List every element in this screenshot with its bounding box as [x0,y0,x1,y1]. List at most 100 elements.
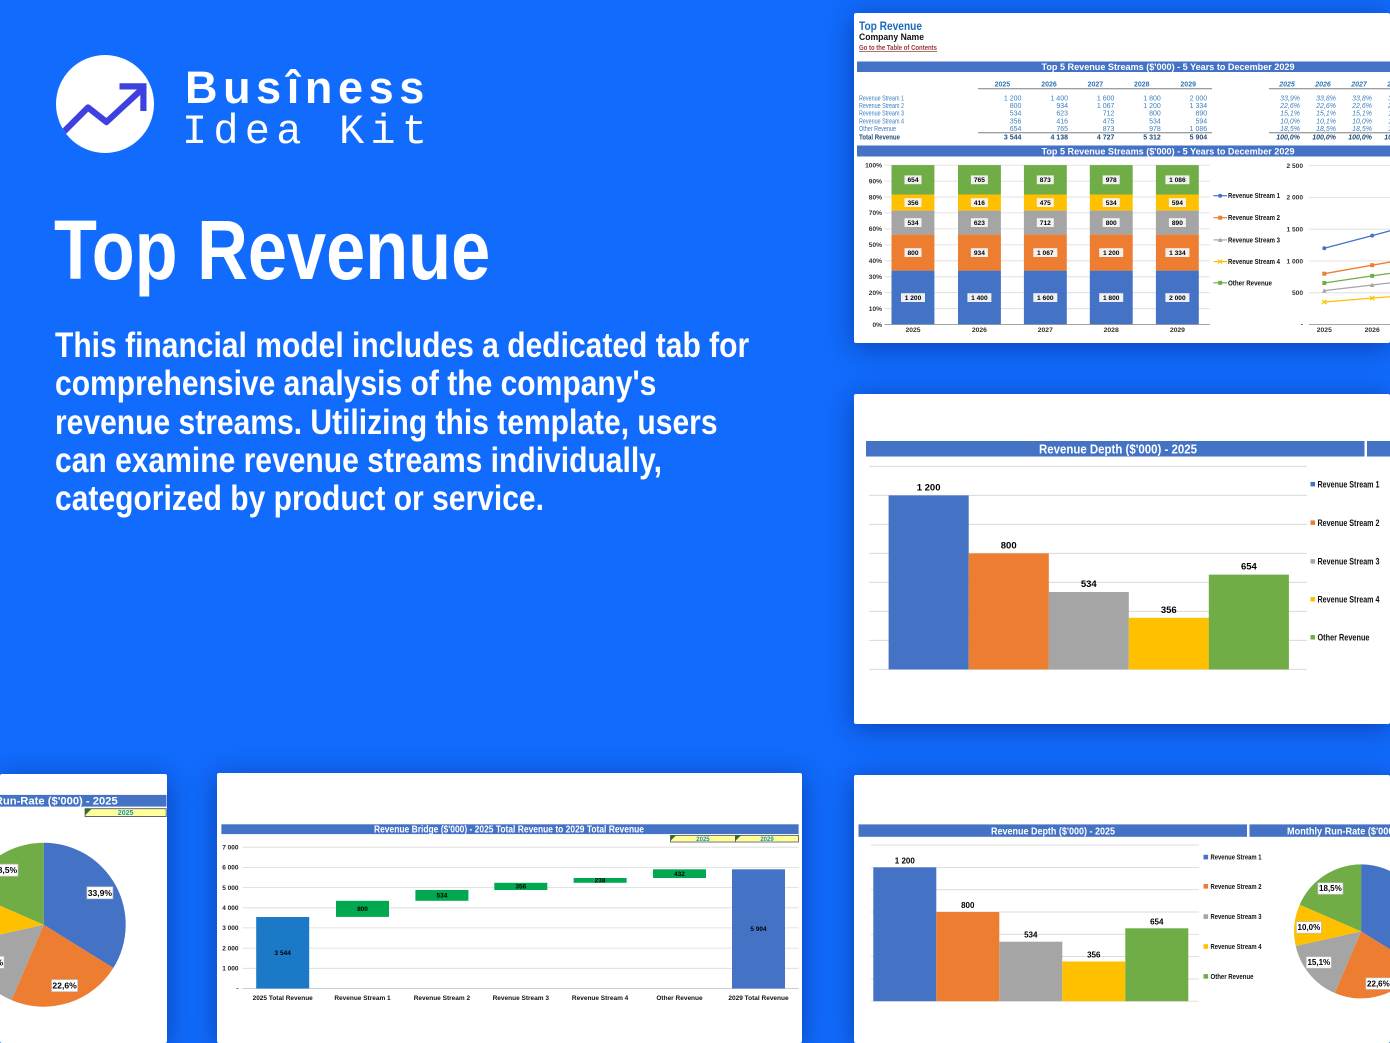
svg-text:Revenue Stream 1: Revenue Stream 1 [334,995,391,1002]
svg-text:Total Revenue: Total Revenue [859,135,900,142]
svg-text:100,0%: 100,0% [1312,135,1337,142]
svg-text:Go to the Table of Contents: Go to the Table of Contents [859,43,937,52]
svg-text:33,9%: 33,9% [1280,96,1300,103]
svg-text:33,8%: 33,8% [1316,96,1336,103]
svg-text:2025 Total Revenue: 2025 Total Revenue [253,995,314,1002]
svg-text:5 000: 5 000 [222,885,239,892]
svg-text:22,6%: 22,6% [1351,103,1372,110]
svg-text:1 067: 1 067 [1097,103,1115,110]
svg-text:Revenue Bridge ($'000) - 2025: Revenue Bridge ($'000) - 2025 Total Reve… [374,824,644,835]
svg-text:18,5%: 18,5% [0,865,18,875]
svg-text:10,1%: 10,1% [1388,118,1390,125]
svg-text:Monthly Run-Rate ($'000) - 202: Monthly Run-Rate ($'000) - 2025 [1287,825,1390,837]
svg-text:33,9%: 33,9% [1388,96,1390,103]
svg-text:5 312: 5 312 [1143,135,1161,142]
svg-text:3 544: 3 544 [1004,135,1022,142]
svg-text:765: 765 [1056,126,1068,133]
svg-text:654: 654 [907,177,918,184]
svg-text:1 500: 1 500 [1286,227,1303,234]
svg-text:1 067: 1 067 [1037,250,1054,257]
svg-text:Revenue Stream 2: Revenue Stream 2 [1228,213,1280,222]
svg-text:Revenue Stream 4: Revenue Stream 4 [572,995,629,1002]
svg-text:534: 534 [1149,118,1161,125]
svg-text:2029: 2029 [1180,82,1196,89]
svg-text:432: 432 [674,871,685,878]
svg-text:40%: 40% [869,258,882,265]
svg-text:2 000: 2 000 [1169,295,1186,302]
svg-text:Monthly Run-Rate ($'000) - 202: Monthly Run-Rate ($'000) - 2025 [0,795,118,807]
svg-text:10,0%: 10,0% [1280,118,1300,125]
svg-text:100,0%: 100,0% [1384,135,1390,142]
svg-text:18,5%: 18,5% [1319,884,1342,893]
svg-text:15,1%: 15,1% [1388,111,1390,118]
svg-text:654: 654 [1241,562,1258,573]
svg-text:873: 873 [1040,177,1051,184]
svg-text:475: 475 [1040,200,1051,207]
svg-text:5 904: 5 904 [750,926,767,933]
svg-text:-: - [1301,322,1303,329]
svg-text:890: 890 [1172,220,1183,227]
svg-text:500: 500 [1292,290,1303,297]
svg-text:654: 654 [1010,126,1022,133]
svg-text:100,0%: 100,0% [1276,135,1301,142]
svg-text:22,6%: 22,6% [1367,979,1390,988]
svg-text:Revenue Stream 2: Revenue Stream 2 [1318,518,1380,528]
svg-text:10%: 10% [869,306,882,313]
svg-text:2028: 2028 [1134,82,1150,89]
svg-text:Revenue Stream 4: Revenue Stream 4 [1318,595,1380,605]
svg-text:594: 594 [1196,118,1208,125]
svg-text:623: 623 [1056,111,1068,118]
svg-text:890: 890 [1196,111,1208,118]
svg-text:2026: 2026 [1365,327,1380,334]
svg-text:534: 534 [1081,579,1098,590]
svg-text:356: 356 [515,884,526,891]
svg-text:15,1%: 15,1% [1280,111,1300,118]
svg-text:15,1%: 15,1% [1352,111,1372,118]
svg-text:Revenue Stream 1: Revenue Stream 1 [1228,191,1280,200]
svg-text:-: - [236,986,238,993]
svg-text:800: 800 [1149,111,1161,118]
svg-text:654: 654 [1150,917,1164,926]
svg-text:712: 712 [1103,111,1115,118]
svg-text:100,0%: 100,0% [1348,135,1373,142]
svg-text:Other Revenue: Other Revenue [1211,972,1254,981]
svg-text:Revenue Depth ($'000) - 2025: Revenue Depth ($'000) - 2025 [1039,443,1197,457]
svg-text:2029: 2029 [760,837,774,843]
svg-text:2 500: 2 500 [1286,163,1303,170]
svg-text:1 000: 1 000 [222,966,239,973]
svg-text:10,0%: 10,0% [1352,118,1372,125]
svg-text:2029: 2029 [1170,327,1185,334]
svg-text:873: 873 [1103,126,1115,133]
svg-text:15,1%: 15,1% [0,957,4,967]
svg-text:356: 356 [1087,951,1101,960]
svg-text:1 200: 1 200 [895,856,916,865]
svg-text:1 086: 1 086 [1169,177,1186,184]
svg-text:2025: 2025 [995,82,1011,89]
svg-text:3 544: 3 544 [275,950,292,957]
svg-text:534: 534 [907,220,918,227]
svg-text:2025: 2025 [905,327,920,334]
svg-text:15,1%: 15,1% [1316,111,1336,118]
svg-text:1 600: 1 600 [1097,96,1115,103]
svg-text:Revenue Stream 4: Revenue Stream 4 [859,118,904,125]
svg-text:Revenue Stream 1: Revenue Stream 1 [859,96,904,103]
svg-text:1 334: 1 334 [1169,250,1186,257]
svg-text:20%: 20% [869,290,882,297]
svg-text:800: 800 [357,906,368,913]
svg-text:Revenue Stream 3: Revenue Stream 3 [493,995,550,1002]
svg-text:2025: 2025 [118,810,134,817]
svg-text:1 400: 1 400 [971,295,988,302]
svg-text:475: 475 [1103,118,1115,125]
svg-text:2027: 2027 [1088,82,1104,89]
svg-text:Revenue Stream 2: Revenue Stream 2 [1211,882,1262,891]
svg-text:Revenue Stream 4: Revenue Stream 4 [1211,942,1263,951]
svg-text:800: 800 [1106,220,1117,227]
svg-text:22,6%: 22,6% [1387,103,1390,110]
svg-text:534: 534 [1106,200,1117,207]
svg-text:2028: 2028 [1386,82,1390,89]
svg-text:2027: 2027 [1350,82,1368,89]
svg-text:Revenue Stream 3: Revenue Stream 3 [1211,912,1262,921]
svg-text:2025: 2025 [1317,327,1332,334]
svg-text:1 334: 1 334 [1190,103,1208,110]
svg-text:Revenue Stream 1: Revenue Stream 1 [1318,480,1380,490]
